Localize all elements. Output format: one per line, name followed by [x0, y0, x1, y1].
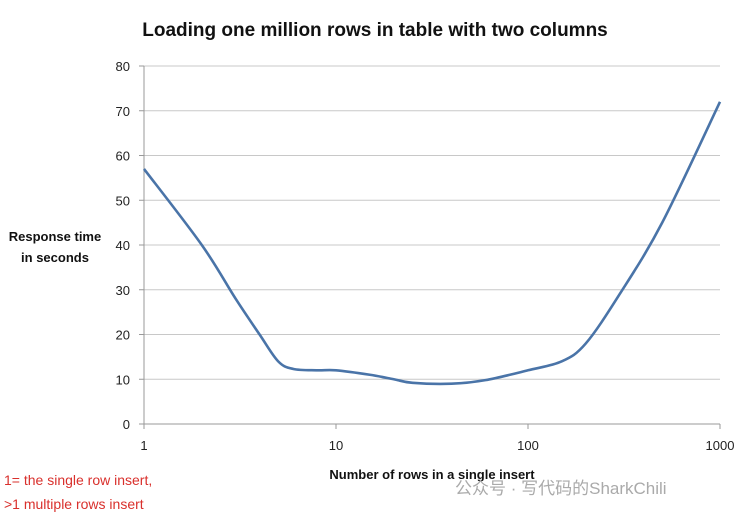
y-tick-label: 60 — [116, 149, 130, 164]
series-line — [142, 101, 722, 386]
y-tick-label: 0 — [123, 417, 130, 432]
watermark: 公众号 · 写代码的SharkChili — [455, 479, 667, 498]
x-tick-label: 100 — [517, 438, 539, 453]
x-tick-label: 10 — [329, 438, 343, 453]
annotation-line1: 1= the single row insert, — [4, 472, 152, 488]
y-tick-label: 10 — [116, 372, 130, 387]
y-tick-label: 40 — [116, 238, 130, 253]
x-tick-label: 1 — [140, 438, 147, 453]
y-tick-label: 30 — [116, 283, 130, 298]
x-tick-label: 1000 — [706, 438, 735, 453]
x-axis-label: Number of rows in a single insert — [329, 467, 535, 482]
chart-title: Loading one million rows in table with t… — [142, 20, 608, 41]
y-tick-label: 50 — [116, 193, 130, 208]
y-tick-label: 20 — [116, 328, 130, 343]
y-tick-label: 80 — [116, 59, 130, 74]
y-axis-label-line2: in seconds — [21, 250, 89, 265]
annotation-line2: >1 multiple rows insert — [4, 496, 144, 512]
y-axis-label-line1: Response time — [9, 229, 101, 244]
y-tick-label: 70 — [116, 104, 130, 119]
